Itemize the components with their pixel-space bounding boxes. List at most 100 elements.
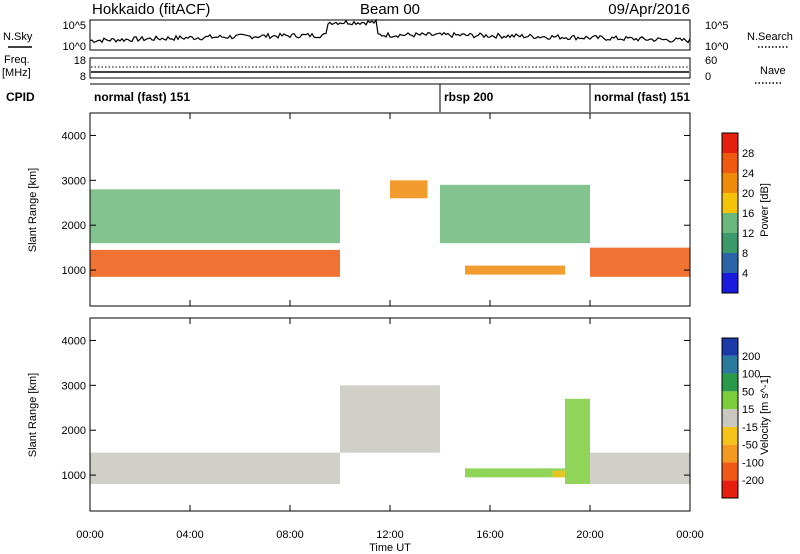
colorbar-swatch bbox=[722, 273, 738, 293]
colorbar-tick-label: -15 bbox=[742, 422, 758, 434]
colorbar-tick-label: 12 bbox=[742, 228, 754, 240]
x-tick-label: 20:00 bbox=[576, 529, 604, 541]
freq-tick-bottom: 8 bbox=[80, 71, 86, 83]
colorbar-tick-label: 4 bbox=[742, 268, 748, 280]
colorbar-swatch bbox=[722, 153, 738, 173]
cpid-segment-label: normal (fast) 151 bbox=[94, 90, 190, 104]
colorbar-tick-label: 15 bbox=[742, 404, 754, 416]
nsky-tick-bottom: 10^0 bbox=[62, 41, 86, 53]
echo-region bbox=[390, 180, 428, 199]
freq-panel: Freq. [MHz] 18 8 60 0 Nave bbox=[2, 54, 786, 84]
power-panel: Slant Range [km] 1000 2000 3000 4000 bbox=[27, 112, 691, 307]
y-tick-label: 4000 bbox=[62, 335, 86, 347]
colorbar-swatch bbox=[722, 391, 738, 410]
colorbar-swatch bbox=[722, 444, 738, 463]
echo-region bbox=[90, 189, 340, 244]
colorbar-swatch bbox=[722, 355, 738, 374]
nave-tick-top: 60 bbox=[705, 55, 717, 67]
x-axis-label: Time UT bbox=[369, 542, 411, 554]
y-tick-label: 1000 bbox=[62, 265, 86, 277]
cpid-panel: CPID normal (fast) 151 rbsp 200 normal (fa… bbox=[6, 83, 690, 112]
colorbar-swatch bbox=[722, 480, 738, 498]
colorbar-tick-label: 24 bbox=[742, 168, 754, 180]
colorbar-tick-label: 8 bbox=[742, 248, 748, 260]
freq-tick-top: 18 bbox=[74, 55, 86, 67]
colorbar-tick-label: -100 bbox=[742, 457, 764, 469]
echo-region bbox=[590, 247, 690, 277]
cpid-segment-label: normal (fast) 151 bbox=[594, 90, 690, 104]
colorbar-tick-label: -50 bbox=[742, 440, 758, 452]
power-ylabel: Slant Range [km] bbox=[27, 168, 39, 252]
echo-region bbox=[565, 398, 590, 485]
colorbar-tick-label: 28 bbox=[742, 148, 754, 160]
colorbar-swatch bbox=[722, 213, 738, 233]
nsearch-label: N.Search bbox=[747, 31, 793, 43]
echo-region bbox=[465, 265, 565, 275]
velocity-y-ticks: 1000 2000 3000 4000 bbox=[62, 335, 690, 482]
colorbar-frame bbox=[721, 337, 739, 499]
nsky-frame bbox=[89, 19, 691, 51]
power-colorbar: Power [dB] 4 8 12 16 20 24 28 bbox=[721, 132, 771, 294]
freq-label: Freq. bbox=[4, 54, 30, 66]
nsearch-tick-bottom: 10^0 bbox=[705, 41, 729, 53]
nave-label: Nave bbox=[760, 65, 786, 77]
colorbar-tick-label: 16 bbox=[742, 208, 754, 220]
date-title: 09/Apr/2016 bbox=[608, 1, 690, 18]
colorbar-swatch bbox=[722, 193, 738, 213]
y-tick-label: 4000 bbox=[62, 130, 86, 142]
station-title: Hokkaido (fitACF) bbox=[92, 1, 210, 18]
nsky-tick-top: 10^5 bbox=[62, 20, 86, 32]
colorbar-swatch bbox=[722, 373, 738, 392]
echo-region bbox=[90, 249, 340, 277]
x-tick-label: 08:00 bbox=[276, 529, 304, 541]
colorbar-swatch bbox=[722, 233, 738, 253]
colorbar-swatch bbox=[722, 133, 738, 153]
colorbar-swatch bbox=[722, 173, 738, 193]
colorbar-frame bbox=[721, 132, 739, 294]
colorbar-swatch bbox=[722, 253, 738, 273]
x-tick-label: 16:00 bbox=[476, 529, 504, 541]
power-y-ticks: 1000 2000 3000 4000 bbox=[62, 130, 690, 277]
power-colorbar-label: Power [dB] bbox=[759, 183, 771, 237]
y-tick-label: 1000 bbox=[62, 470, 86, 482]
colorbar-swatch bbox=[722, 409, 738, 427]
power-heatmap bbox=[90, 180, 690, 277]
echo-region bbox=[465, 468, 565, 478]
nsky-label: N.Sky bbox=[3, 31, 33, 43]
colorbar-swatch bbox=[722, 462, 738, 481]
colorbar-tick-label: -200 bbox=[742, 475, 764, 487]
colorbar-tick-label: 50 bbox=[742, 386, 754, 398]
freq-frame bbox=[89, 57, 691, 79]
velocity-panel: Slant Range [km] 1000 2000 3000 4000 bbox=[27, 317, 691, 512]
cpid-segment-label: rbsp 200 bbox=[444, 90, 494, 104]
freq-unit: [MHz] bbox=[2, 67, 31, 79]
cpid-label: CPID bbox=[6, 90, 35, 104]
colorbar-tick-label: 200 bbox=[742, 351, 760, 363]
x-tick-label: 00:00 bbox=[76, 529, 104, 541]
velocity-ylabel: Slant Range [km] bbox=[27, 373, 39, 457]
y-tick-label: 2000 bbox=[62, 425, 86, 437]
beam-title: Beam 00 bbox=[360, 1, 420, 18]
colorbar-swatch bbox=[722, 426, 738, 445]
x-tick-label: 12:00 bbox=[376, 529, 404, 541]
nave-tick-bottom: 0 bbox=[705, 71, 711, 83]
nsky-panel: N.Sky 10^5 10^0 10^5 10^0 N.Search bbox=[3, 18, 793, 53]
echo-region bbox=[340, 385, 440, 453]
colorbar-swatch bbox=[722, 338, 738, 356]
velocity-colorbar: Velocity [m s^-1] -200 -100 -50 -15 15 50 100 2… bbox=[721, 337, 771, 499]
velocity-colorbar-label: Velocity [m s^-1] bbox=[759, 375, 771, 455]
colorbar-tick-label: 20 bbox=[742, 188, 754, 200]
echo-region bbox=[440, 184, 590, 244]
x-tick-label: 00:00 bbox=[676, 529, 704, 541]
y-tick-label: 2000 bbox=[62, 220, 86, 232]
x-axis: Time UT 00:00 04:00 08:00 12:00 16:00 20:00 00… bbox=[76, 113, 704, 554]
echo-region bbox=[552, 470, 565, 478]
nsearch-tick-top: 10^5 bbox=[705, 20, 729, 32]
echo-region bbox=[90, 452, 340, 485]
nsky-trace bbox=[89, 18, 691, 44]
y-tick-label: 3000 bbox=[62, 175, 86, 187]
colorbar-tick-label: 100 bbox=[742, 369, 760, 381]
echo-region bbox=[590, 452, 690, 485]
velocity-heatmap bbox=[90, 385, 690, 485]
